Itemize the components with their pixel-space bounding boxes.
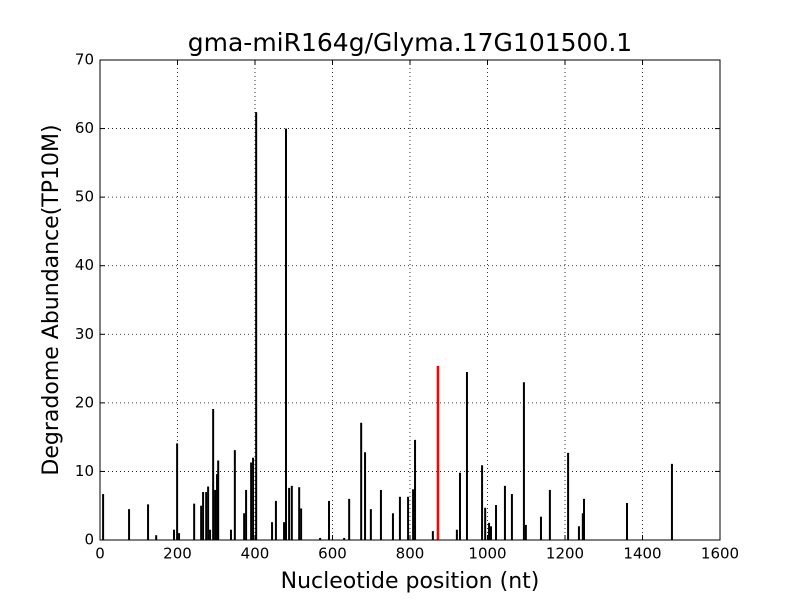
x-tick-label: 0 <box>95 545 105 563</box>
plot-frame <box>99 59 721 541</box>
x-tick-label: 1600 <box>701 545 739 563</box>
y-tick-label: 0 <box>84 531 94 549</box>
y-tick-label: 70 <box>75 51 94 69</box>
y-tick-label: 10 <box>75 462 94 480</box>
y-tick-label: 30 <box>75 325 94 343</box>
x-tick-label: 800 <box>396 545 425 563</box>
x-tick-label: 1400 <box>623 545 661 563</box>
x-tick-label: 200 <box>163 545 192 563</box>
chart-title: gma-miR164g/Glyma.17G101500.1 <box>188 28 632 57</box>
x-tick-label: 1200 <box>546 545 584 563</box>
x-tick-label: 600 <box>318 545 347 563</box>
y-tick-label: 50 <box>75 188 94 206</box>
x-axis-label: Nucleotide position (nt) <box>281 569 540 594</box>
y-axis-label: Degradome Abundance(TP10M) <box>39 124 64 475</box>
y-tick-label: 60 <box>75 119 94 137</box>
y-tick-label: 20 <box>75 393 94 411</box>
x-tick-label: 1000 <box>468 545 506 563</box>
x-tick-label: 400 <box>241 545 270 563</box>
y-tick-label: 40 <box>75 256 94 274</box>
